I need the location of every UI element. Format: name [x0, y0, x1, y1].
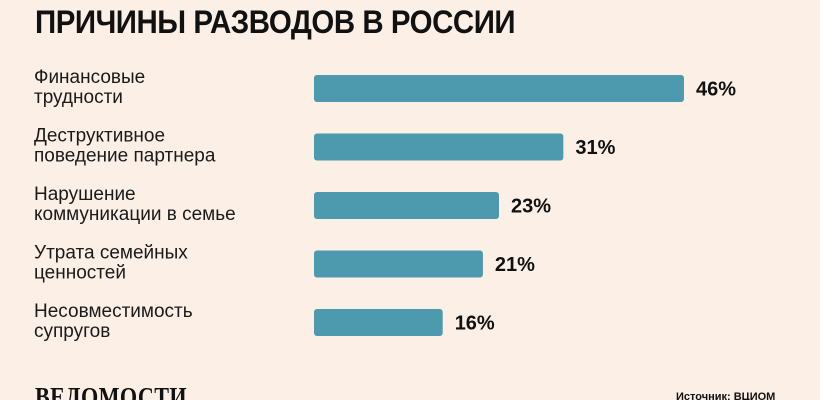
category-label-line: Несовместимость	[34, 301, 193, 322]
category-label-line: супругов	[34, 321, 110, 342]
bar-1	[314, 75, 684, 102]
bar-4	[314, 250, 483, 278]
category-label-line: трудности	[34, 87, 123, 108]
category-label-line: Утрата семейных	[34, 243, 188, 264]
value-label-1: 46%	[696, 79, 736, 101]
value-label-2: 31%	[575, 137, 615, 159]
category-label-line: ценностей	[34, 263, 126, 284]
category-label-line: коммуникации в семье	[34, 204, 236, 225]
bar-2	[314, 133, 564, 161]
category-label-line: Нарушение	[34, 184, 136, 205]
publisher-logo: ВЕДОМОСТИ	[35, 382, 188, 400]
chart-title: ПРИЧИНЫ РАЗВОДОВ В РОССИИ	[35, 4, 516, 40]
bar-3	[314, 192, 499, 219]
value-label-5: 16%	[455, 313, 495, 335]
category-label-line: Деструктивное	[34, 126, 165, 147]
bar-5	[314, 309, 443, 336]
category-label-line: поведение партнера	[34, 146, 216, 167]
value-label-3: 23%	[511, 196, 551, 218]
source-note: Источник: ВЦИОМ	[676, 391, 776, 400]
category-label-line: Финансовые	[34, 67, 145, 88]
value-label-4: 21%	[495, 254, 535, 276]
